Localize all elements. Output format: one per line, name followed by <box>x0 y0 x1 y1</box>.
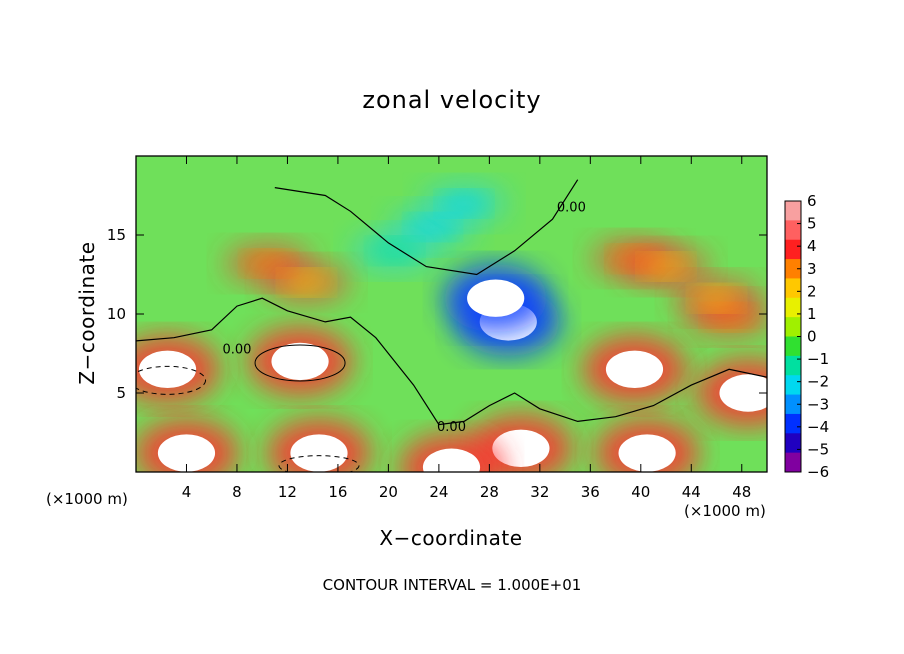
field-core <box>719 374 767 412</box>
y-tick-label: 5 <box>116 384 126 402</box>
colorbar-swatch <box>785 336 801 357</box>
x-tick-label: 16 <box>328 483 347 501</box>
velocity-field <box>136 181 767 472</box>
colorbar-label: −4 <box>807 418 829 436</box>
field-core <box>492 429 550 467</box>
plot-area: 0.00 0.00 0.00 <box>135 155 768 473</box>
colorbar-label: 5 <box>807 215 817 233</box>
field-core <box>157 434 216 472</box>
colorbar-swatch <box>785 239 801 260</box>
colorbar-swatch <box>785 375 801 396</box>
colorbar-swatch <box>785 220 801 241</box>
contour-line <box>254 344 346 382</box>
colorbar-swatch <box>785 413 801 434</box>
colorbar-label: 4 <box>807 237 817 255</box>
field-core <box>644 255 689 278</box>
colorbar-swatch <box>785 297 801 318</box>
x-tick-label: 8 <box>232 483 242 501</box>
x-ticks: 4 8 12 16 20 24 28 32 36 40 44 48 <box>182 156 751 501</box>
contour-label: 0.00 <box>222 343 251 358</box>
field-core <box>138 350 197 388</box>
x-tick-label: 24 <box>429 483 448 501</box>
contour-line <box>274 179 579 276</box>
x-tick-label: 4 <box>182 483 192 501</box>
x-axis-label: X−coordinate <box>379 526 523 550</box>
field-core <box>422 448 481 472</box>
contour-label: 0.00 <box>437 420 466 435</box>
x-tick-label: 32 <box>530 483 549 501</box>
y-tick-label: 15 <box>107 226 126 244</box>
colorbar-swatch <box>785 433 801 454</box>
chart-title: zonal velocity <box>362 86 542 114</box>
contour-line <box>136 297 767 426</box>
contour-line <box>278 455 360 472</box>
field-core <box>467 279 525 317</box>
field-core <box>372 239 417 262</box>
colorbar-label: 0 <box>807 328 817 346</box>
x-tick-label: 40 <box>631 483 650 501</box>
colorbar-swatch <box>785 278 801 299</box>
x-unit-label-right: (×1000 m) <box>684 502 766 520</box>
field-core <box>605 350 664 388</box>
x-tick-label: 36 <box>581 483 600 501</box>
field-core <box>290 434 348 472</box>
contour-label: 0.00 <box>557 200 586 215</box>
colorbar-swatch <box>785 452 801 473</box>
contour-interval-note: CONTOUR INTERVAL = 1.000E+01 <box>322 576 582 594</box>
colorbar-swatch <box>785 259 801 279</box>
colorbar-label: 2 <box>807 282 817 300</box>
y-tick-label: 10 <box>107 305 126 323</box>
field-core <box>271 342 329 381</box>
colorbar-label: −5 <box>807 440 829 458</box>
x-tick-label: 48 <box>732 483 751 501</box>
zero-contours: 0.00 0.00 0.00 <box>136 179 767 472</box>
field-core <box>618 434 676 472</box>
x-tick-label: 12 <box>278 483 297 501</box>
colorbar-label: −6 <box>807 463 829 481</box>
colorbar-label: −3 <box>807 395 829 413</box>
colorbar-label: −1 <box>807 350 829 368</box>
contour-line <box>136 365 207 395</box>
x-tick-label: 44 <box>682 483 701 501</box>
field-core <box>284 271 329 294</box>
colorbar-label: 6 <box>807 192 817 210</box>
colorbar-swatch <box>785 355 801 376</box>
x-tick-label: 20 <box>379 483 398 501</box>
x-tick-label: 28 <box>480 483 499 501</box>
colorbar-swatch <box>785 317 801 337</box>
colorbar-label: −2 <box>807 373 829 391</box>
x-unit-label-left: (×1000 m) <box>46 490 128 508</box>
colorbar-label: 3 <box>807 260 817 278</box>
colorbar-label: 1 <box>807 305 817 323</box>
y-ticks: 5 10 15 <box>107 226 767 402</box>
colorbar: 6 5 4 3 2 1 0 −1 −2 −3 −4 −5 −6 <box>784 192 829 481</box>
field-core <box>442 192 487 215</box>
colorbar-swatch <box>785 394 801 415</box>
field-core <box>694 287 739 310</box>
colorbar-swatch <box>785 201 801 221</box>
